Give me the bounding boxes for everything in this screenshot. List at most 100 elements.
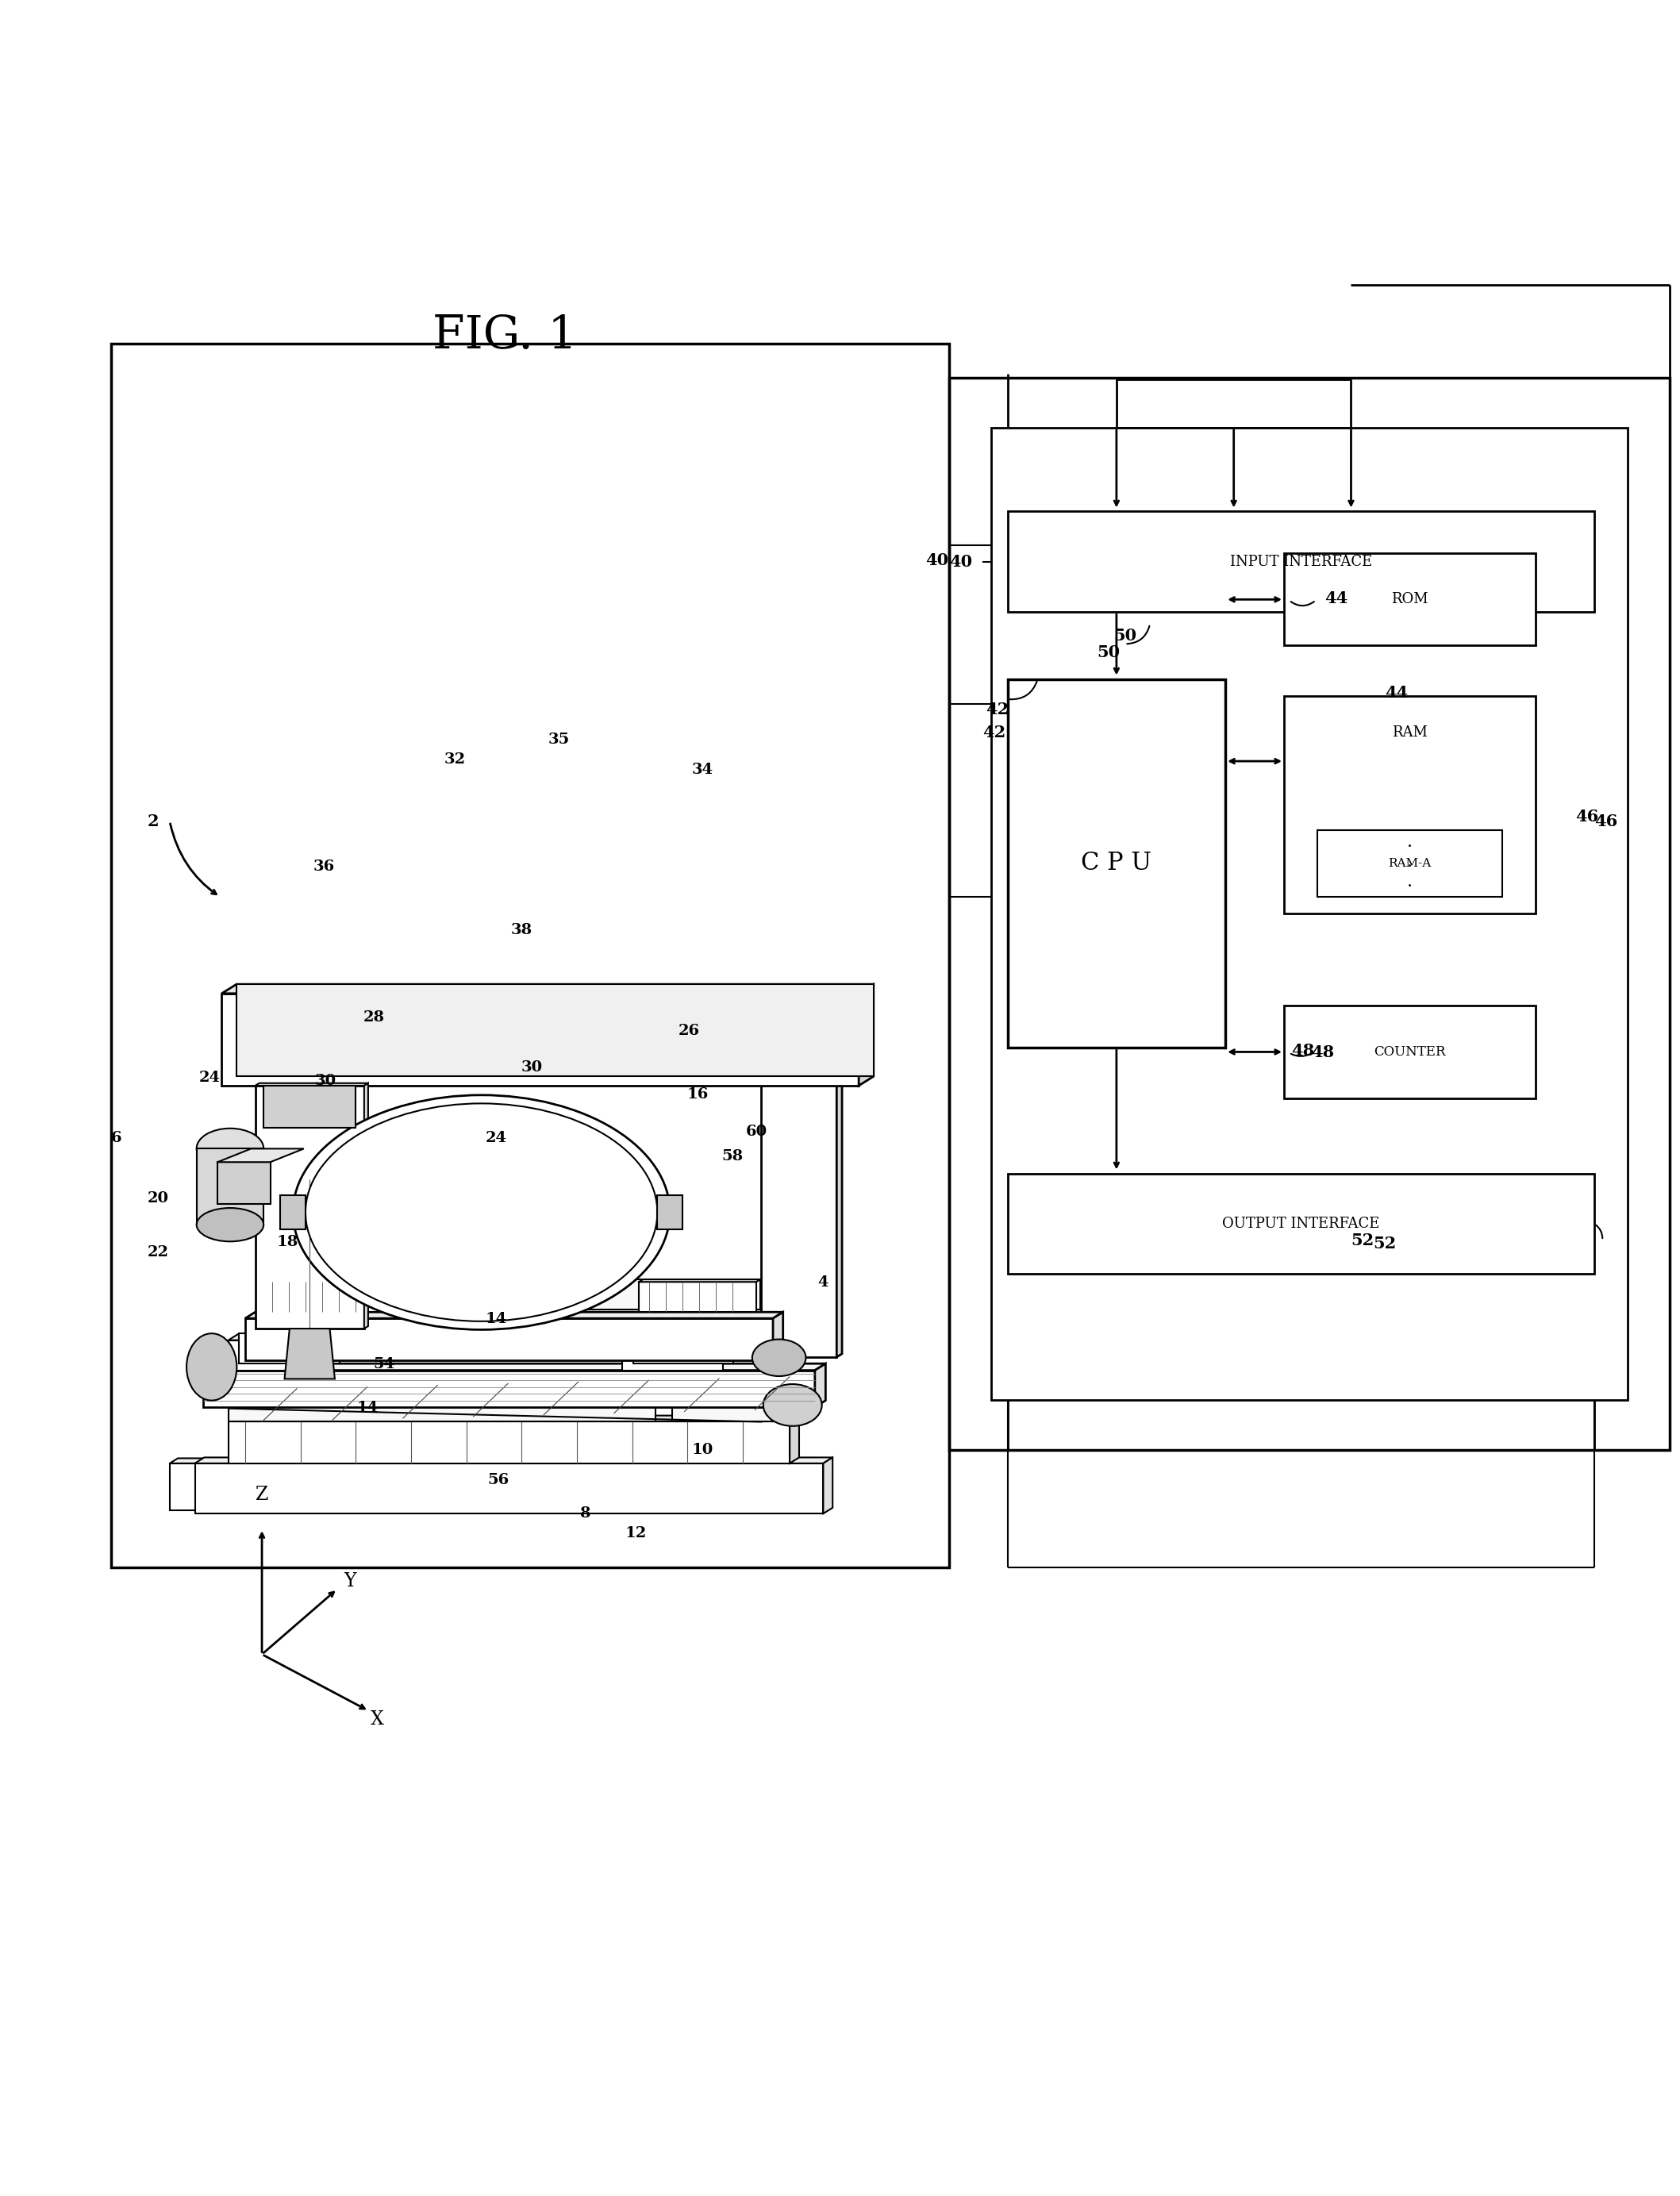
Text: Z: Z — [255, 1487, 269, 1504]
Bar — [1284, 696, 1536, 914]
Polygon shape — [672, 1388, 790, 1421]
Text: 42: 42 — [986, 701, 1010, 718]
Text: 48: 48 — [1290, 1043, 1314, 1058]
Text: ·: · — [1406, 839, 1413, 856]
Ellipse shape — [292, 1096, 670, 1329]
Text: 38: 38 — [511, 922, 533, 938]
Polygon shape — [228, 1340, 329, 1370]
Bar — [1008, 512, 1594, 613]
Polygon shape — [255, 1083, 368, 1085]
Polygon shape — [217, 1162, 270, 1203]
Polygon shape — [622, 1333, 734, 1340]
Text: INPUT INTERFACE: INPUT INTERFACE — [1230, 556, 1373, 569]
Polygon shape — [262, 1280, 383, 1282]
Text: 34: 34 — [692, 762, 714, 777]
Polygon shape — [638, 1282, 756, 1311]
Polygon shape — [195, 1463, 823, 1513]
Text: 40: 40 — [949, 553, 973, 569]
Polygon shape — [773, 1311, 783, 1359]
Text: 30: 30 — [521, 1061, 543, 1076]
Text: 36: 36 — [312, 859, 334, 874]
Text: 58: 58 — [722, 1149, 744, 1164]
Text: 18: 18 — [276, 1234, 297, 1250]
Text: 12: 12 — [625, 1526, 647, 1542]
Polygon shape — [284, 1329, 334, 1379]
Polygon shape — [203, 1364, 825, 1370]
Text: RAM: RAM — [1393, 725, 1428, 740]
Text: 46: 46 — [1594, 813, 1618, 830]
Polygon shape — [633, 1333, 734, 1364]
Text: 50: 50 — [1097, 643, 1119, 661]
Text: 4: 4 — [818, 1276, 828, 1289]
Text: 35: 35 — [548, 731, 570, 747]
Text: 54: 54 — [373, 1357, 395, 1372]
Polygon shape — [222, 984, 874, 993]
Polygon shape — [281, 1195, 306, 1230]
Text: 44: 44 — [1384, 685, 1408, 701]
Polygon shape — [245, 1318, 773, 1359]
Text: 22: 22 — [148, 1245, 168, 1258]
Polygon shape — [255, 1085, 365, 1329]
Text: 40: 40 — [926, 551, 949, 569]
Polygon shape — [228, 1333, 339, 1340]
Polygon shape — [245, 1311, 783, 1318]
Polygon shape — [228, 1416, 800, 1421]
Bar — [949, 378, 1670, 1449]
Polygon shape — [657, 1195, 682, 1230]
Polygon shape — [365, 1083, 368, 1329]
Text: 8: 8 — [580, 1506, 591, 1520]
Text: 46: 46 — [1576, 808, 1599, 824]
Polygon shape — [815, 1364, 825, 1408]
Bar — [1284, 1006, 1536, 1098]
Polygon shape — [228, 1386, 660, 1388]
Text: 44: 44 — [1324, 591, 1347, 606]
Polygon shape — [858, 984, 874, 1085]
Polygon shape — [622, 1340, 722, 1370]
Text: 60: 60 — [746, 1124, 768, 1140]
Text: 50: 50 — [1114, 628, 1136, 643]
Polygon shape — [170, 1458, 815, 1463]
Text: 26: 26 — [679, 1023, 701, 1039]
Text: 52: 52 — [1373, 1236, 1396, 1252]
Ellipse shape — [197, 1208, 264, 1241]
Polygon shape — [837, 1078, 842, 1357]
Polygon shape — [217, 1149, 304, 1162]
Polygon shape — [239, 1333, 339, 1364]
Polygon shape — [761, 1078, 842, 1080]
Text: COUNTER: COUNTER — [1374, 1045, 1445, 1058]
Text: RAM-A: RAM-A — [1388, 859, 1431, 870]
Polygon shape — [262, 1282, 380, 1311]
Text: FIG. 1: FIG. 1 — [432, 314, 578, 358]
Polygon shape — [823, 1458, 833, 1513]
Polygon shape — [228, 1388, 655, 1421]
Text: 30: 30 — [314, 1074, 336, 1089]
Text: 14: 14 — [486, 1311, 507, 1326]
Text: 52: 52 — [1351, 1232, 1374, 1247]
Text: OUTPUT INTERFACE: OUTPUT INTERFACE — [1221, 1217, 1379, 1230]
Text: 10: 10 — [692, 1443, 714, 1456]
Ellipse shape — [306, 1102, 657, 1322]
Text: X: X — [371, 1711, 385, 1728]
Text: ROM: ROM — [1391, 593, 1428, 606]
Text: 28: 28 — [363, 1010, 385, 1026]
Polygon shape — [672, 1386, 795, 1388]
Bar — [1317, 830, 1502, 896]
Text: Y: Y — [344, 1572, 356, 1590]
Text: 16: 16 — [687, 1087, 709, 1102]
Bar — [991, 428, 1628, 1399]
Polygon shape — [203, 1370, 815, 1408]
Text: 24: 24 — [200, 1072, 220, 1085]
Text: 6: 6 — [111, 1131, 121, 1146]
Polygon shape — [264, 1085, 356, 1127]
Text: 2: 2 — [148, 813, 160, 830]
Ellipse shape — [186, 1333, 237, 1401]
Text: 56: 56 — [487, 1474, 509, 1487]
Polygon shape — [265, 1280, 761, 1309]
Bar — [1284, 553, 1536, 646]
Text: ·: · — [1406, 878, 1413, 896]
Text: 20: 20 — [148, 1192, 168, 1206]
Polygon shape — [790, 1416, 800, 1463]
Polygon shape — [197, 1149, 264, 1225]
Ellipse shape — [763, 1383, 822, 1425]
Ellipse shape — [753, 1340, 806, 1377]
